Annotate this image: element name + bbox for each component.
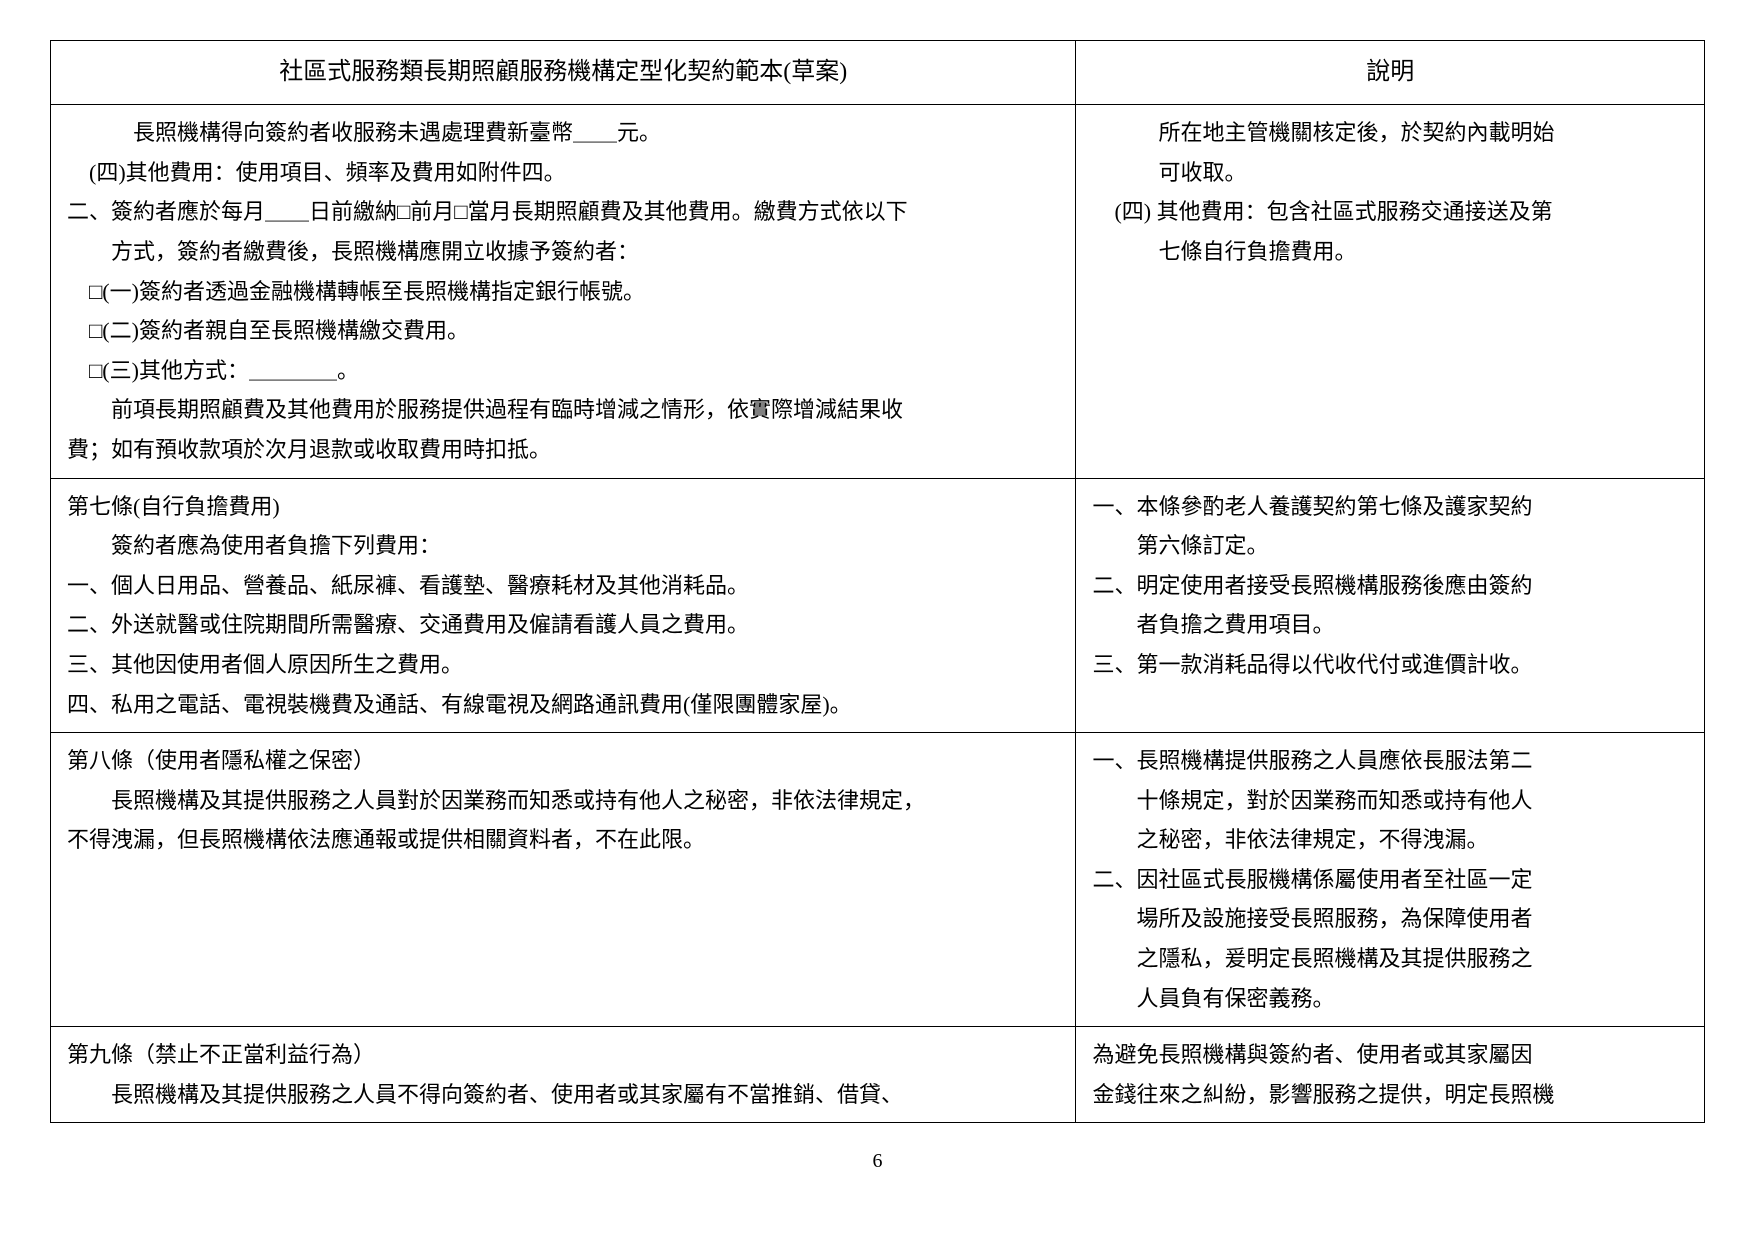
text-line: □(二)簽約者親自至長照機構繳交費用。 [67,311,1059,351]
text-line: 者負擔之費用項目。 [1092,605,1688,645]
text-line: 一、個人日用品、營養品、紙尿褲、看護墊、醫療耗材及其他消耗品。 [67,566,1059,606]
text-line: 前項長期照顧費及其他費用於服務提供過程有臨時增減之情形，依實際增減結果收 [67,390,1059,430]
text-line: 第九條（禁止不正當利益行為） [67,1035,1059,1075]
text-line: □(三)其他方式：＿＿＿＿。 [67,351,1059,391]
cell-left-1: 第七條(自行負擔費用) 簽約者應為使用者負擔下列費用： 一、個人日用品、營養品、… [51,478,1076,733]
text-line: 方式，簽約者繳費後，長照機構應開立收據予簽約者： [67,232,1059,272]
text-line: 長照機構得向簽約者收服務未遇處理費新臺幣＿＿元。 [67,113,1059,153]
cell-left-0: 長照機構得向簽約者收服務未遇處理費新臺幣＿＿元。 (四)其他費用：使用項目、頻率… [51,105,1076,478]
text-line: 三、第一款消耗品得以代收代付或進價計收。 [1092,645,1688,685]
text-line: 三、其他因使用者個人原因所生之費用。 [67,645,1059,685]
text-line: 費；如有預收款項於次月退款或收取費用時扣抵。 [67,430,1059,470]
cell-right-2: 一、長照機構提供服務之人員應依長服法第二 十條規定，對於因業務而知悉或持有他人 … [1076,733,1705,1027]
text-line: 七條自行負擔費用。 [1092,232,1688,272]
header-right: 說明 [1076,41,1705,105]
text-line: □(一)簽約者透過金融機構轉帳至長照機構指定銀行帳號。 [67,272,1059,312]
table-row: 第八條（使用者隱私權之保密） 長照機構及其提供服務之人員對於因業務而知悉或持有他… [51,733,1705,1027]
text-line: 二、外送就醫或住院期間所需醫療、交通費用及僱請看護人員之費用。 [67,605,1059,645]
cell-right-0: 所在地主管機關核定後，於契約內載明始 可收取。 (四) 其他費用：包含社區式服務… [1076,105,1705,478]
text-line: 一、長照機構提供服務之人員應依長服法第二 [1092,741,1688,781]
text-line: 簽約者應為使用者負擔下列費用： [67,526,1059,566]
text-line: 金錢往來之糾紛，影響服務之提供，明定長照機 [1092,1075,1688,1115]
text-line: 之隱私，爰明定長照機構及其提供服務之 [1092,939,1688,979]
text-line: 不得洩漏，但長照機構依法應通報或提供相關資料者，不在此限。 [67,820,1059,860]
table-row: 第七條(自行負擔費用) 簽約者應為使用者負擔下列費用： 一、個人日用品、營養品、… [51,478,1705,733]
text-line: 為避免長照機構與簽約者、使用者或其家屬因 [1092,1035,1688,1075]
text-line: 場所及設施接受長照服務，為保障使用者 [1092,899,1688,939]
text-line: 所在地主管機關核定後，於契約內載明始 [1092,113,1688,153]
text-line: 四、私用之電話、電視裝機費及通話、有線電視及網路通訊費用(僅限團體家屋)。 [67,685,1059,725]
text-line: 可收取。 [1092,153,1688,193]
text-line: 人員負有保密義務。 [1092,979,1688,1019]
header-left: 社區式服務類長期照顧服務機構定型化契約範本(草案) [51,41,1076,105]
table-row: 第九條（禁止不正當利益行為） 長照機構及其提供服務之人員不得向簽約者、使用者或其… [51,1027,1705,1123]
text-line: 二、因社區式長服機構係屬使用者至社區一定 [1092,860,1688,900]
text-line: 一、本條參酌老人養護契約第七條及護家契約 [1092,487,1688,527]
text-line: 二、明定使用者接受長照機構服務後應由簽約 [1092,566,1688,606]
contract-table: 社區式服務類長期照顧服務機構定型化契約範本(草案) 說明 長照機構得向簽約者收服… [50,40,1705,1123]
text-line: 第八條（使用者隱私權之保密） [67,741,1059,781]
page-number: 6 [50,1143,1705,1179]
table-row: 長照機構得向簽約者收服務未遇處理費新臺幣＿＿元。 (四)其他費用：使用項目、頻率… [51,105,1705,478]
text-line: 長照機構及其提供服務之人員對於因業務而知悉或持有他人之秘密，非依法律規定， [67,781,1059,821]
text-line: 第六條訂定。 [1092,526,1688,566]
text-line: 第七條(自行負擔費用) [67,487,1059,527]
text-line: (四) 其他費用：包含社區式服務交通接送及第 [1092,192,1688,232]
text-line: 之秘密，非依法律規定，不得洩漏。 [1092,820,1688,860]
cell-left-3: 第九條（禁止不正當利益行為） 長照機構及其提供服務之人員不得向簽約者、使用者或其… [51,1027,1076,1123]
text-line: 十條規定，對於因業務而知悉或持有他人 [1092,781,1688,821]
text-line: (四)其他費用：使用項目、頻率及費用如附件四。 [67,153,1059,193]
cell-right-1: 一、本條參酌老人養護契約第七條及護家契約 第六條訂定。 二、明定使用者接受長照機… [1076,478,1705,733]
table-header-row: 社區式服務類長期照顧服務機構定型化契約範本(草案) 說明 [51,41,1705,105]
text-line: 長照機構及其提供服務之人員不得向簽約者、使用者或其家屬有不當推銷、借貸、 [67,1075,1059,1115]
cell-left-2: 第八條（使用者隱私權之保密） 長照機構及其提供服務之人員對於因業務而知悉或持有他… [51,733,1076,1027]
cell-right-3: 為避免長照機構與簽約者、使用者或其家屬因 金錢往來之糾紛，影響服務之提供，明定長… [1076,1027,1705,1123]
text-line: 二、簽約者應於每月＿＿日前繳納□前月□當月長期照顧費及其他費用。繳費方式依以下 [67,192,1059,232]
